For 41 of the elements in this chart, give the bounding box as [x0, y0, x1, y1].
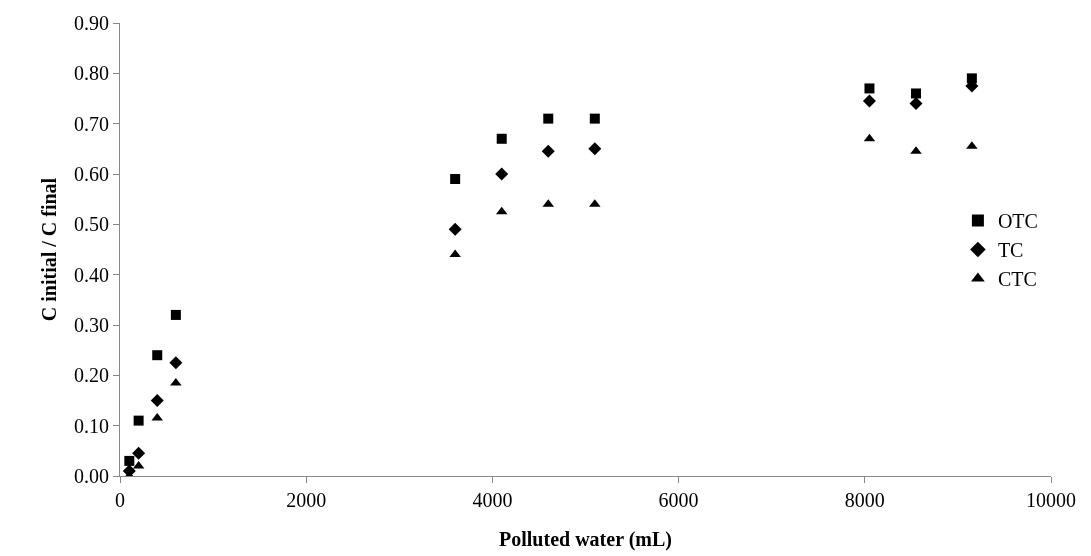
x-tick-label: 0 — [115, 489, 125, 511]
point — [448, 222, 462, 236]
y-tick-label: 0.90 — [74, 12, 109, 34]
point — [543, 113, 554, 124]
x-axis-title: Polluted water (mL) — [499, 528, 672, 551]
y-tick-label: 0.00 — [74, 465, 109, 487]
point — [862, 94, 876, 108]
y-tick-label: 0.70 — [74, 112, 109, 135]
x-tick-label: 10000 — [1026, 489, 1076, 511]
x-tick-label: 8000 — [844, 489, 885, 511]
x-tick-label: 4000 — [472, 489, 513, 511]
point — [133, 415, 144, 426]
y-tick-label: 0.60 — [74, 163, 109, 185]
point — [150, 394, 164, 407]
point — [169, 356, 183, 370]
y-tick-label: 0.30 — [74, 314, 109, 336]
legend-label: TC — [997, 239, 1024, 262]
point — [864, 83, 875, 94]
point — [588, 142, 602, 156]
point — [495, 167, 509, 181]
point — [152, 350, 163, 361]
point — [170, 309, 181, 320]
y-tick-label: 0.10 — [74, 414, 109, 437]
point — [450, 174, 461, 185]
point — [911, 88, 922, 99]
y-tick-label: 0.80 — [74, 62, 109, 85]
point — [496, 133, 507, 144]
point — [541, 144, 555, 158]
y-tick-label: 0.50 — [74, 213, 109, 236]
y-tick-label: 0.20 — [74, 364, 109, 387]
point — [132, 446, 146, 460]
legend-label: CTC — [997, 268, 1037, 291]
point — [589, 113, 600, 124]
y-tick-label: 0.40 — [74, 263, 109, 286]
point — [124, 455, 135, 466]
x-tick-label: 2000 — [286, 489, 327, 511]
y-axis-title: C initial / C final — [37, 177, 60, 322]
x-tick-label: 6000 — [658, 489, 699, 511]
point — [449, 249, 461, 258]
legend-label: OTC — [997, 210, 1038, 233]
point — [909, 97, 923, 111]
